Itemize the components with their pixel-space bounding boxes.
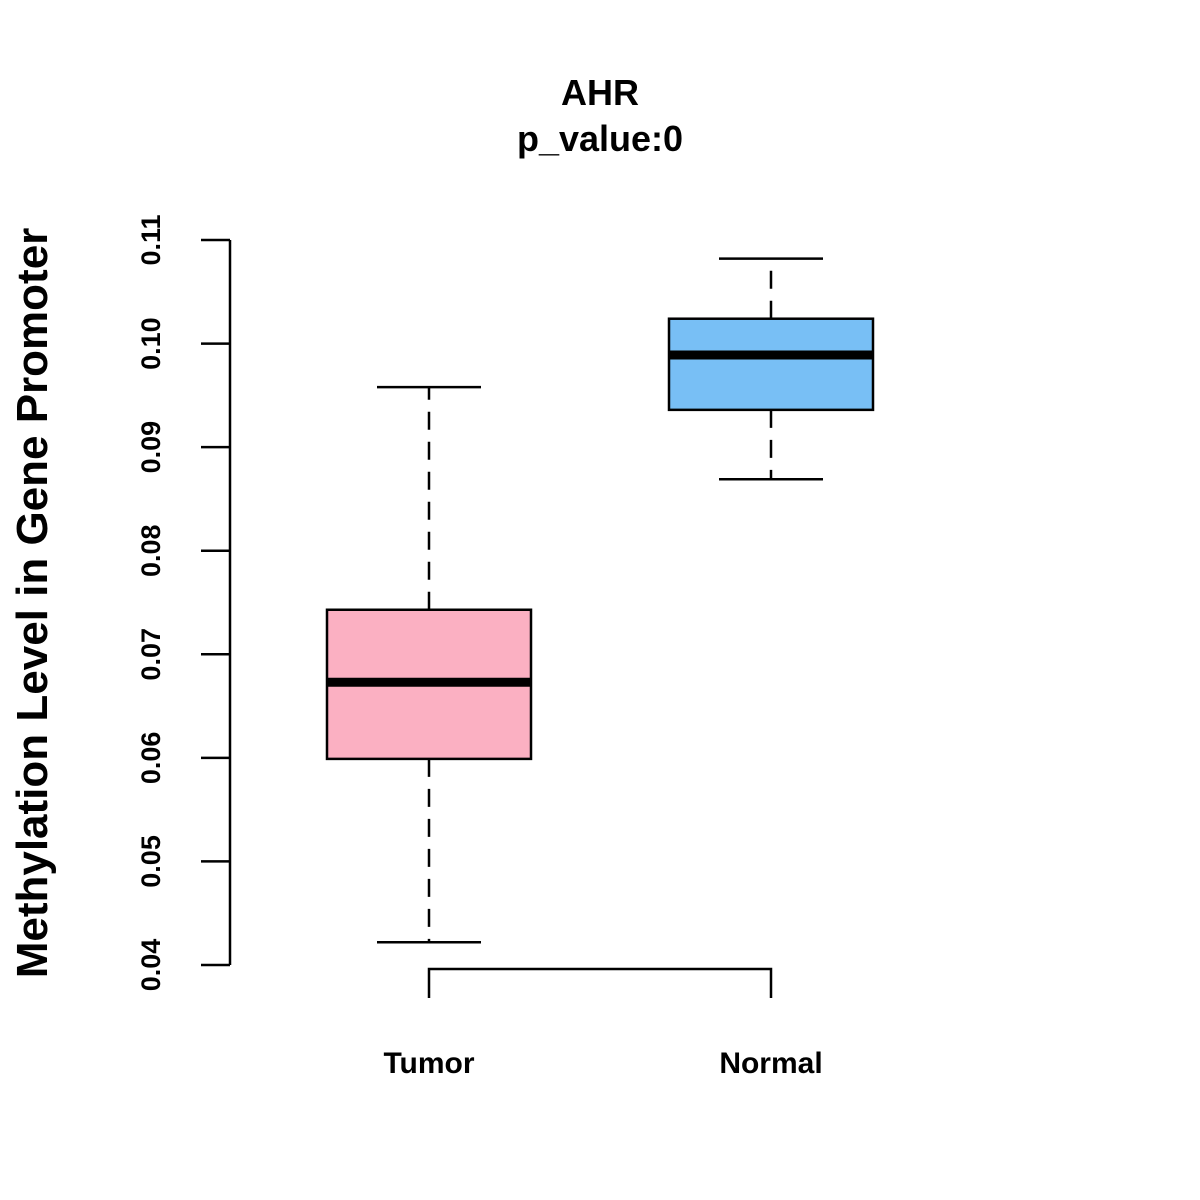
category-labels: Tumor Normal <box>383 1047 822 1080</box>
bracket-line <box>427 967 773 998</box>
comparison-bracket <box>427 967 773 998</box>
y-axis: 0.04 0.05 0.06 0.07 0.08 0.09 0.10 0.11 <box>136 214 232 992</box>
x-category-label: Normal <box>719 1047 822 1080</box>
box-group <box>325 257 875 944</box>
box-tumor <box>325 385 533 944</box>
y-tick-label: 0.11 <box>136 214 166 265</box>
y-axis-label: Methylation Level in Gene Promoter <box>8 228 57 979</box>
y-tick-label: 0.07 <box>136 628 166 681</box>
y-tick-label: 0.09 <box>136 421 166 474</box>
chart-title: AHR <box>561 72 639 113</box>
y-tick-label: 0.08 <box>136 524 166 577</box>
x-category-label: Tumor <box>383 1047 474 1080</box>
chart-subtitle: p_value:0 <box>517 118 683 159</box>
y-tick-label: 0.04 <box>136 939 166 992</box>
y-tick-label: 0.10 <box>136 317 166 370</box>
y-tick-label: 0.06 <box>136 732 166 785</box>
box-normal <box>667 257 875 481</box>
y-tick-label: 0.05 <box>136 835 166 888</box>
iqr-box <box>667 317 875 412</box>
